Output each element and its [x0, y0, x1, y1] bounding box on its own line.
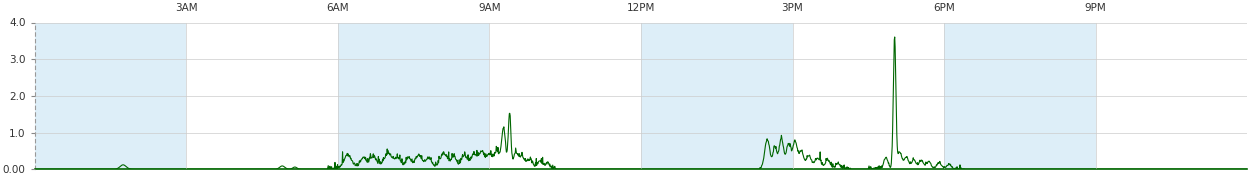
- Bar: [641, 22, 792, 169]
- Bar: [338, 22, 490, 169]
- Bar: [490, 22, 641, 169]
- Bar: [944, 22, 1096, 169]
- Bar: [186, 22, 338, 169]
- Bar: [1096, 22, 1248, 169]
- Bar: [35, 22, 186, 169]
- Bar: [792, 22, 944, 169]
